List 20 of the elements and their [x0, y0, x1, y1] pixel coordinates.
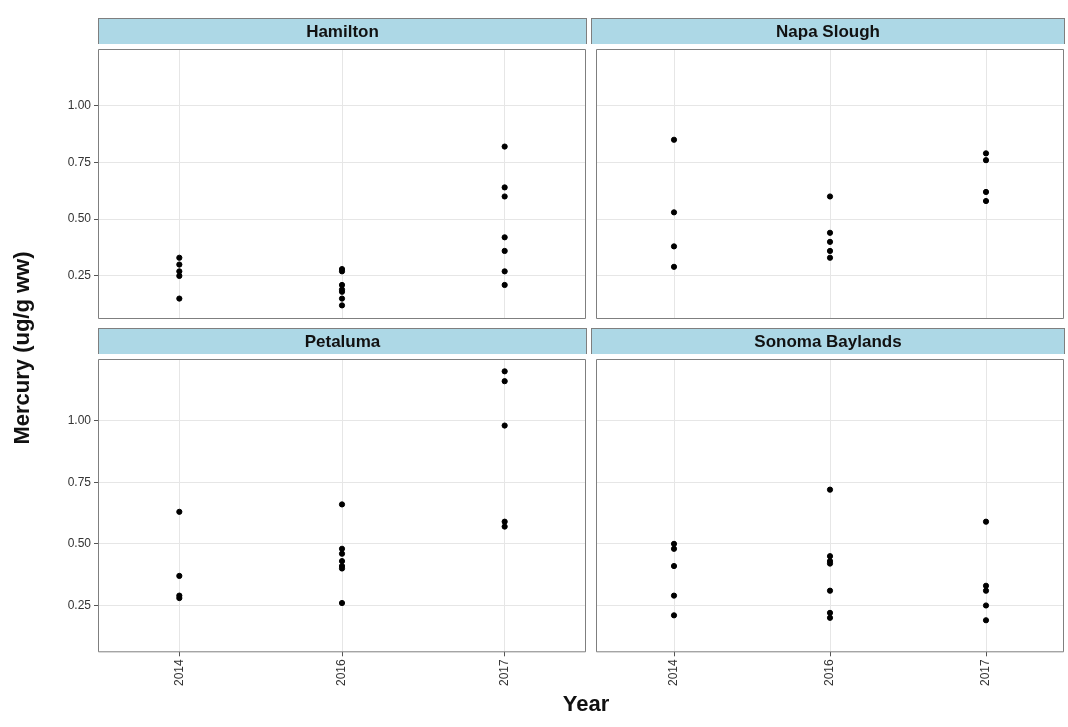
x-axis-title: Year — [562, 691, 610, 717]
x-tick-label: 2014 — [171, 658, 186, 687]
y-tick-label: 0.25 — [67, 597, 92, 612]
chart-title: Sonoma Baylands — [591, 328, 1065, 354]
x-tick-label: 2014 — [666, 658, 681, 687]
chart-title: Hamilton — [98, 18, 587, 44]
x-tick-label: 2016 — [822, 658, 837, 687]
y-tick-label: 0.75 — [67, 154, 92, 169]
x-tick-label: 2017 — [978, 658, 993, 687]
y-axis-title: Mercury (ug/g ww) — [9, 251, 35, 445]
y-tick-label: 1.00 — [67, 98, 92, 113]
y-tick-label: 0.50 — [67, 536, 92, 551]
chart-title: Napa Slough — [591, 18, 1065, 44]
y-tick-label: 0.50 — [67, 211, 92, 226]
y-tick-label: 0.25 — [67, 268, 92, 283]
x-tick-label: 2017 — [496, 658, 511, 687]
chart-title: Petaluma — [98, 328, 587, 354]
y-tick-label: 1.00 — [67, 412, 92, 427]
y-tick-label: 0.75 — [67, 474, 92, 489]
x-tick-label: 2016 — [334, 658, 349, 687]
